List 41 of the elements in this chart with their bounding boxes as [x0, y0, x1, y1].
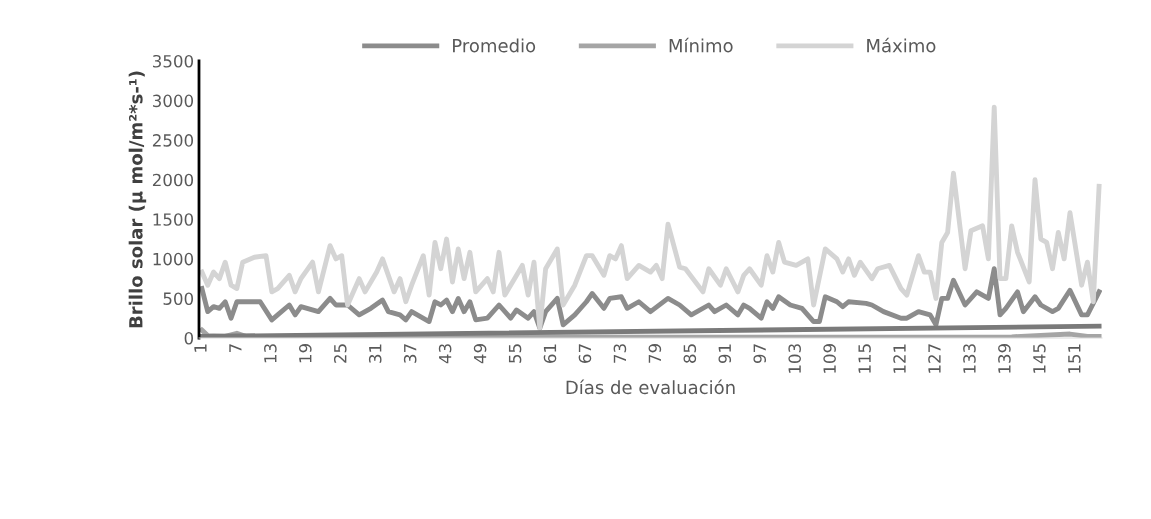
x-tick-label: 1 [194, 344, 207, 352]
x-tick-label: 31 [368, 344, 382, 363]
x-tick-label: 127 [928, 344, 941, 373]
x-tick-label: 139 [998, 344, 1011, 373]
x-tick-label: 145 [1033, 344, 1046, 373]
y-tick-label: 500 [163, 292, 194, 305]
x-tick-label: 97 [753, 344, 767, 364]
x-tick-label: 25 [333, 344, 347, 363]
x-tick-label: 121 [893, 344, 906, 373]
legend-label: Máximo [867, 37, 936, 53]
x-axis-title: Días de evaluación [566, 379, 735, 395]
line-series [199, 266, 1102, 331]
x-tick-label: 73 [613, 344, 627, 363]
x-tick-label: 7 [229, 344, 242, 353]
y-tick-label: 2000 [152, 173, 194, 187]
x-tick-label: 85 [683, 344, 697, 363]
y-axis-title: Brillo solar (µ mol/m²*s-¹) [128, 71, 147, 328]
y-tick-label: 2500 [152, 134, 194, 147]
x-tick-label: 115 [858, 344, 871, 373]
x-tick-label: 79 [648, 344, 662, 363]
x-tick-label: 13 [264, 344, 277, 363]
line-series [199, 104, 1102, 331]
x-tick-label: 43 [438, 344, 452, 364]
x-tick-label: 133 [963, 344, 976, 373]
y-tick-label: 3500 [152, 54, 194, 68]
legend-label: Promedio [453, 38, 536, 53]
x-tick-label: 109 [823, 344, 836, 373]
y-tick-label: 0 [184, 331, 194, 345]
y-tick-label: 1500 [153, 213, 194, 226]
x-tick-label: 103 [788, 344, 801, 373]
x-tick-label: 91 [718, 344, 732, 364]
x-tick-label: 19 [299, 344, 312, 363]
x-tick-label: 61 [543, 344, 557, 363]
x-tick-label: 37 [403, 344, 417, 363]
x-tick-label: 55 [508, 344, 522, 363]
y-tick-label: 3000 [152, 94, 194, 108]
x-tick-label: 67 [578, 344, 592, 363]
x-tick-label: 151 [1068, 344, 1081, 373]
y-tick-label: 1000 [153, 252, 194, 266]
legend-label: Mínimo [669, 37, 733, 53]
x-tick-label: 49 [473, 344, 487, 364]
